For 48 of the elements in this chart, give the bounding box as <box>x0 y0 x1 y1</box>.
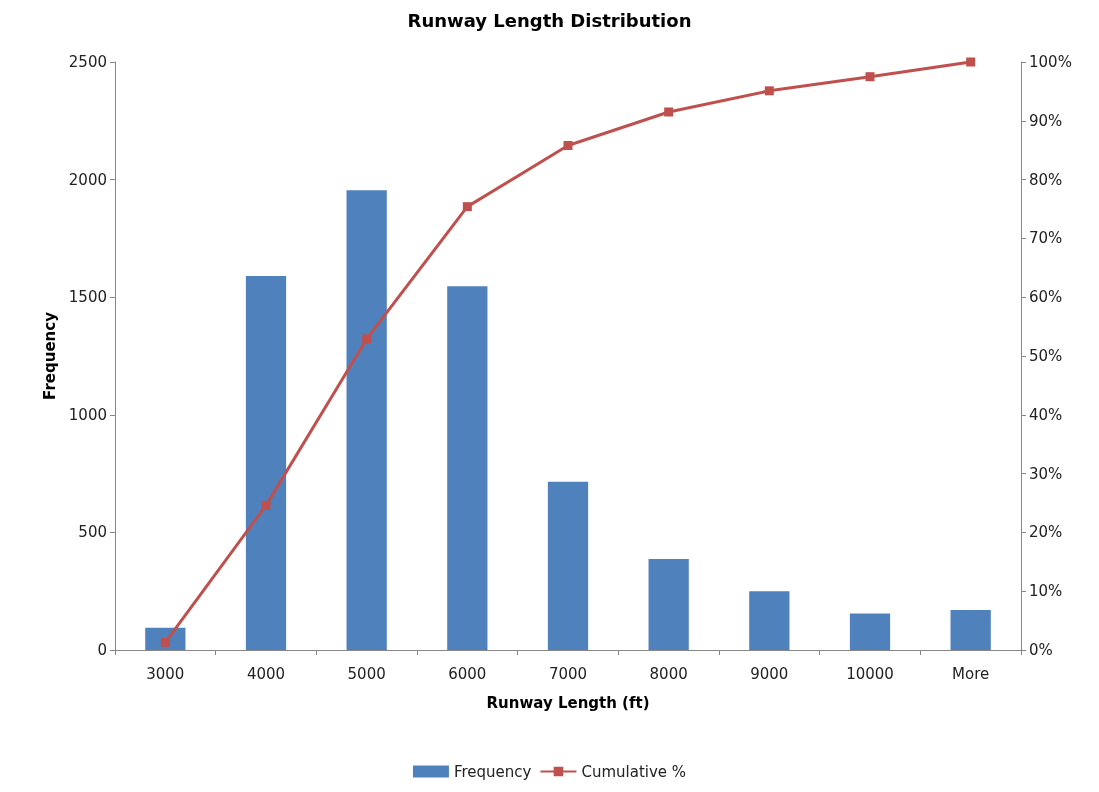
y-tick-label: 2500 <box>68 53 107 71</box>
y2-tick-label: 70% <box>1029 229 1063 248</box>
x-tick-label: More <box>952 664 990 683</box>
bar <box>547 481 589 650</box>
x-tick-label: 3000 <box>146 664 185 683</box>
legend-label: Frequency <box>453 762 532 781</box>
legend-label: Cumulative % <box>581 762 687 781</box>
point <box>563 141 573 150</box>
bar <box>346 190 387 650</box>
x-axis-title: Runway Length (ft) <box>486 693 650 712</box>
x-tick-label: 10000 <box>846 664 894 683</box>
bar <box>950 610 991 650</box>
y-axis-title: Frequency <box>41 311 60 400</box>
x-tick-label: 6000 <box>448 664 487 683</box>
y2-tick-label: 50% <box>1029 347 1063 365</box>
point <box>462 202 472 212</box>
point <box>764 86 774 96</box>
y-tick-label: 0 <box>97 641 107 659</box>
point <box>160 637 170 647</box>
y2-tick-label: 60% <box>1029 288 1063 307</box>
bar <box>245 276 287 650</box>
y2-tick-label: 10% <box>1029 582 1063 601</box>
y2-tick-label: 80% <box>1029 170 1063 189</box>
y2-tick-label: 0% <box>1029 641 1053 659</box>
bar <box>447 286 488 650</box>
y-tick-label: 2000 <box>68 170 107 189</box>
x-tick-label: 4000 <box>246 664 286 683</box>
point <box>865 72 875 82</box>
x-tick-label: 8000 <box>649 664 688 683</box>
y2-tick-label: 20% <box>1029 523 1063 542</box>
bar <box>648 558 689 650</box>
x-tick-label: 5000 <box>347 664 386 683</box>
y2-tick-label: 30% <box>1029 464 1063 483</box>
point <box>362 334 372 344</box>
bar <box>749 591 790 650</box>
y2-tick-label: 100% <box>1029 53 1072 71</box>
x-tick-label: 9000 <box>750 664 789 683</box>
point <box>966 57 976 67</box>
y-tick-label: 1000 <box>68 405 107 424</box>
point <box>261 500 271 510</box>
y2-tick-label: 90% <box>1029 111 1063 130</box>
y-tick-label: 1500 <box>68 288 107 307</box>
y-tick-label: 500 <box>78 523 107 542</box>
y2-tick-label: 40% <box>1029 405 1063 424</box>
bar <box>849 613 891 650</box>
x-tick-label: 7000 <box>548 664 588 683</box>
point <box>664 107 674 117</box>
chart-title: Runway Length Distribution <box>407 9 692 31</box>
